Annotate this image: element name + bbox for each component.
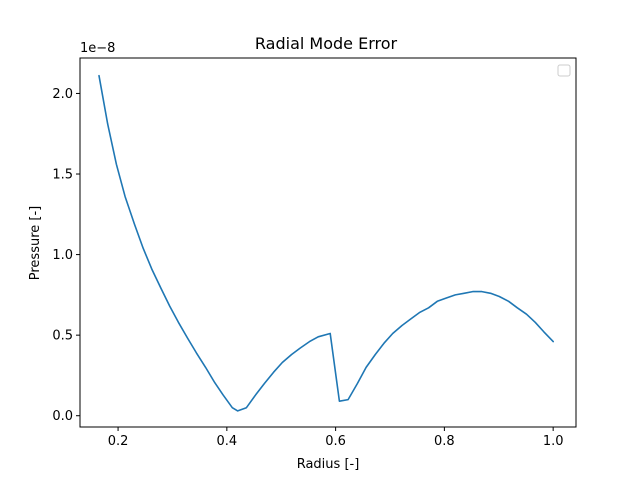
y-axis-label: Pressure [-] [28, 206, 43, 280]
series-line [98, 74, 555, 412]
y-tick-label: 0.5 [52, 329, 73, 344]
legend-box [557, 64, 571, 77]
series-layer [98, 74, 555, 412]
y-tick-label: 2.0 [52, 87, 73, 102]
x-tick-label: 1.0 [543, 434, 564, 449]
x-axis-label: Radius [-] [297, 457, 360, 472]
y-offset-label: 1e−8 [80, 41, 115, 56]
x-tick-label: 0.4 [216, 434, 237, 449]
x-tick-label: 0.6 [325, 434, 346, 449]
x-tick-label: 0.2 [108, 434, 129, 449]
x-tick-label: 0.8 [434, 434, 455, 449]
y-tick-label: 0.0 [52, 409, 73, 424]
chart-title: Radial Mode Error [255, 34, 398, 53]
y-tick-label: 1.5 [52, 168, 73, 183]
plot-frame [79, 57, 577, 428]
y-tick-label: 1.0 [52, 248, 73, 263]
tick-group: 0.2 0.4 0.6 0.8 1.0 0.0 0.5 1.0 1.5 2.0 [52, 87, 563, 449]
